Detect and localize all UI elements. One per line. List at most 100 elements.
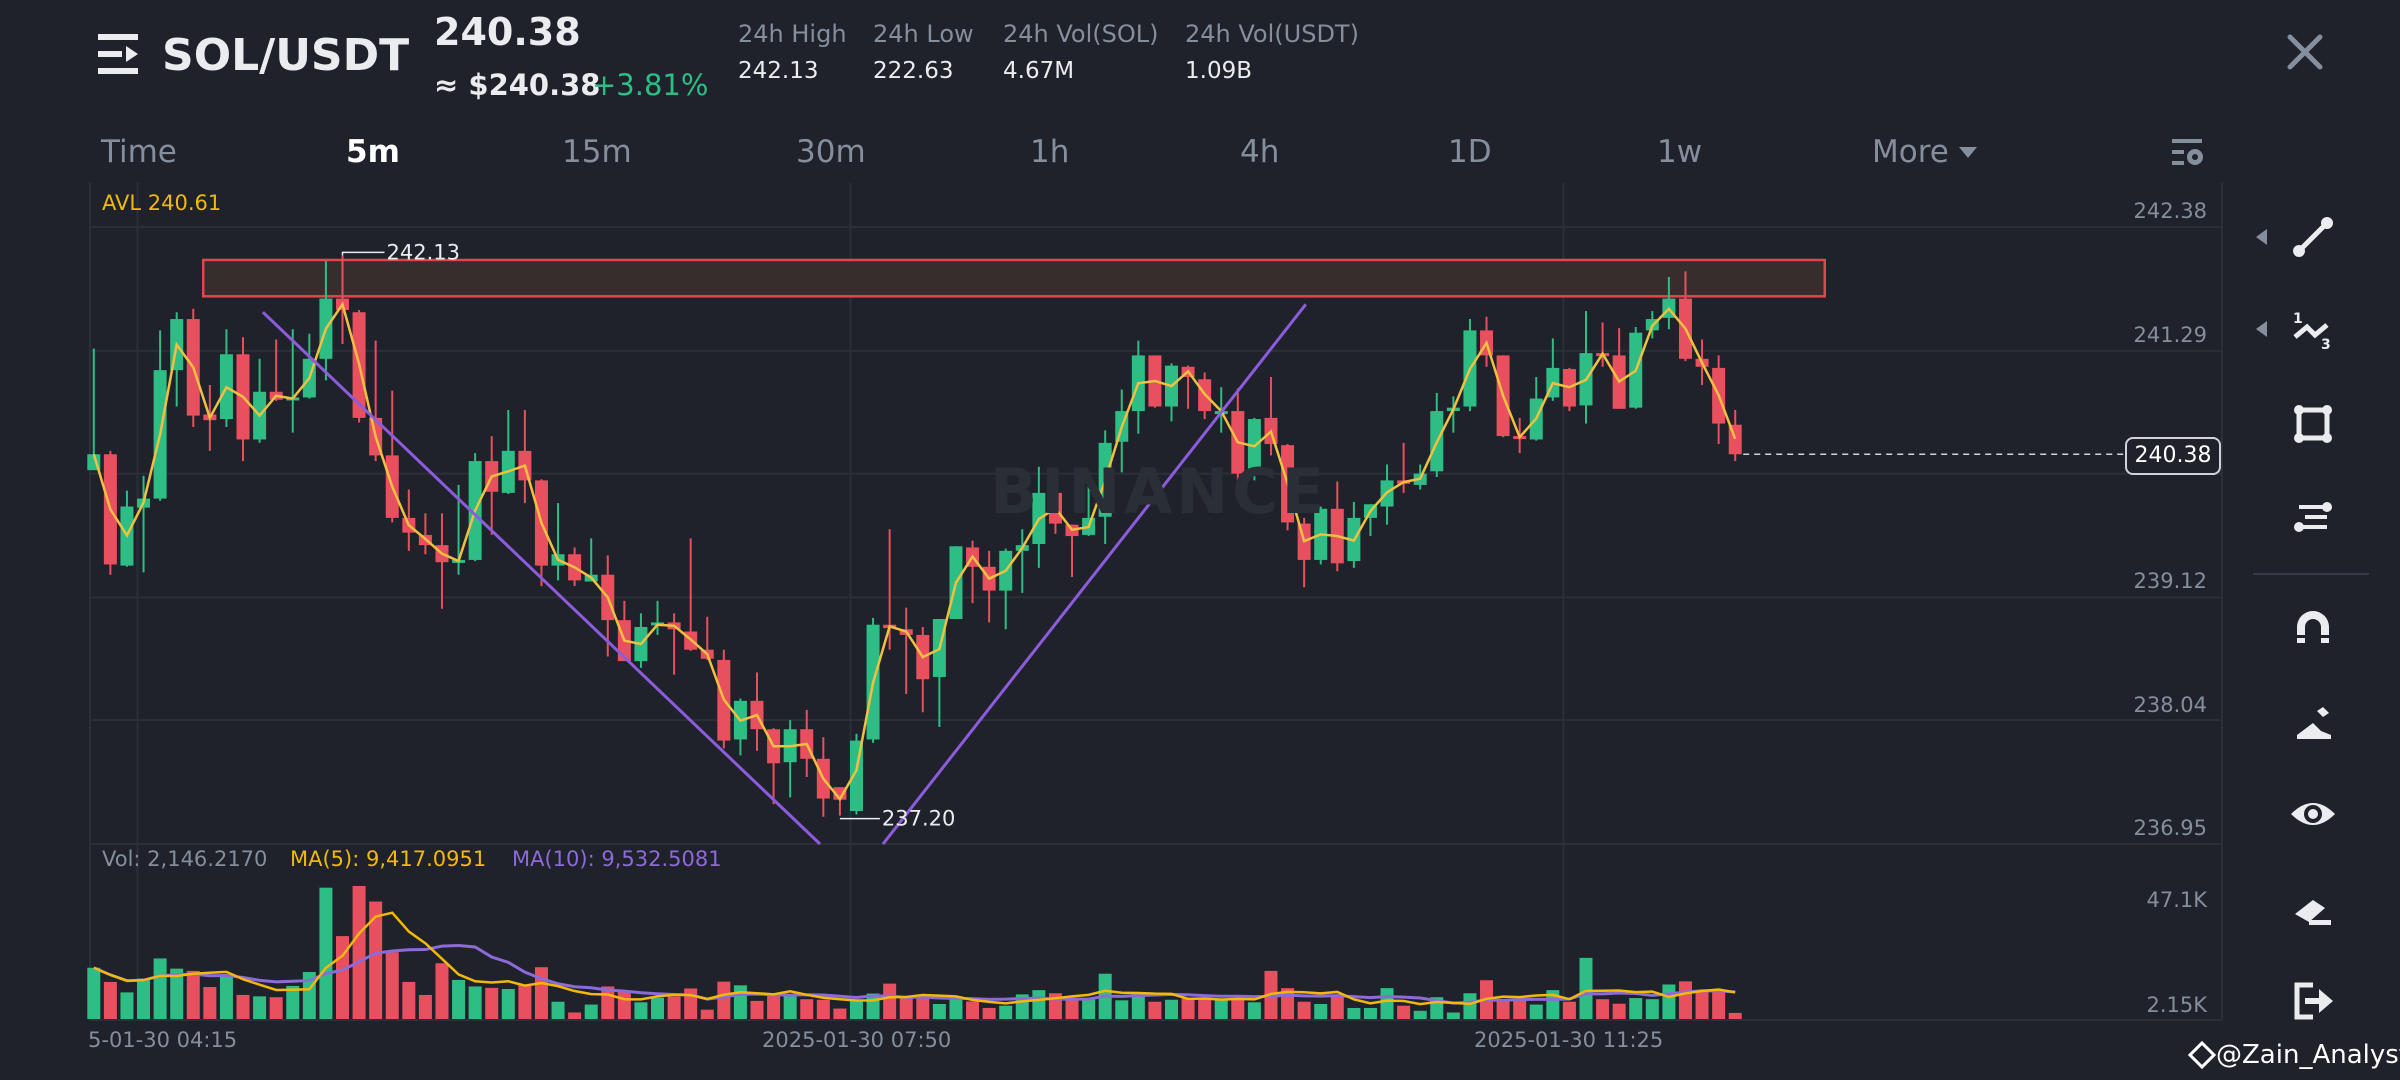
volume-bar xyxy=(534,967,548,1019)
volume-tick: 2.15K xyxy=(2146,993,2207,1017)
exit-icon xyxy=(2294,982,2333,1020)
volume-bar xyxy=(1115,1000,1129,1019)
volume-bar xyxy=(319,887,333,1019)
tab-1h[interactable]: 1h xyxy=(1030,134,1070,170)
tab-1d[interactable]: 1D xyxy=(1448,134,1492,170)
volume-label: Vol: 2,146.2170 xyxy=(102,847,268,871)
volume-bar xyxy=(916,998,930,1019)
chart-settings-button[interactable] xyxy=(2170,136,2206,168)
volume-bar xyxy=(1513,999,1527,1019)
volume-bar xyxy=(750,1000,764,1019)
volume-bar xyxy=(949,997,963,1019)
volume-bar xyxy=(1662,984,1676,1019)
volume-bar xyxy=(800,999,814,1019)
volume-bar xyxy=(833,1008,847,1019)
volume-bar xyxy=(667,996,681,1019)
price-average-line xyxy=(92,301,1737,802)
stat-24h-high-value: 242.13 xyxy=(738,58,819,84)
eraser-tool[interactable] xyxy=(2285,880,2341,936)
tab-1w[interactable]: 1w xyxy=(1657,134,1703,170)
resistance-zone xyxy=(201,258,1827,298)
volume-bar xyxy=(1728,1012,1742,1019)
volume-bar xyxy=(1231,998,1245,1019)
trend-line-icon xyxy=(2293,217,2333,257)
volume-ma10-label: MA(10): 9,532.5081 xyxy=(512,847,722,871)
trendline xyxy=(261,311,822,846)
volume-bar xyxy=(485,987,499,1019)
stat-24h-vol-usdt-value: 1.09B xyxy=(1185,58,1252,84)
exit-tool[interactable] xyxy=(2285,973,2341,1029)
tab-5m[interactable]: 5m xyxy=(346,134,400,170)
menu-button[interactable] xyxy=(96,32,142,76)
tab-4h[interactable]: 4h xyxy=(1240,134,1280,170)
volume-bar xyxy=(269,997,283,1019)
volume-bar xyxy=(1247,1002,1261,1019)
volume-bar xyxy=(1397,1005,1411,1019)
tab-time[interactable]: Time xyxy=(101,134,177,170)
volume-bar xyxy=(1131,994,1145,1019)
fibonacci-icon: 13 xyxy=(2293,311,2331,351)
volume-bar xyxy=(203,987,217,1019)
volume-bar xyxy=(1181,998,1195,1019)
volume-bar xyxy=(501,989,515,1019)
parallel-channel-icon xyxy=(2294,502,2332,532)
volume-bar xyxy=(783,994,797,1019)
volume-bar xyxy=(717,981,731,1019)
approx-usd-price: ≈ $240.38 xyxy=(434,68,601,102)
volume-bar xyxy=(137,978,151,1019)
volume-bar xyxy=(1082,998,1096,1019)
parallel-channel-tool[interactable] xyxy=(2285,489,2341,545)
trendline xyxy=(881,303,1307,845)
trend-line-tool[interactable] xyxy=(2285,209,2341,265)
volume-bar xyxy=(1596,999,1610,1019)
tab-30m[interactable]: 30m xyxy=(796,134,866,170)
menu-icon xyxy=(98,34,138,74)
visibility-tool[interactable] xyxy=(2285,786,2341,842)
volume-bar xyxy=(1148,1001,1162,1019)
volume-bar xyxy=(1314,1004,1328,1019)
stat-24h-vol-usdt-label: 24h Vol(USDT) xyxy=(1185,20,1359,48)
volume-bar xyxy=(1363,1007,1377,1019)
tab-more-label: More xyxy=(1872,134,1949,170)
volume-bar xyxy=(352,885,366,1019)
volume-bar xyxy=(186,970,200,1019)
volume-bar xyxy=(103,981,117,1019)
rectangle-tool[interactable] xyxy=(2285,396,2341,452)
pair-title[interactable]: SOL/USDT xyxy=(162,30,410,81)
volume-bar xyxy=(999,1005,1013,1019)
volume-bar xyxy=(1562,1001,1576,1019)
volume-bar xyxy=(1413,1010,1427,1019)
volume-ma5-line xyxy=(93,911,1736,1006)
magnet-tool[interactable] xyxy=(2285,599,2341,655)
volume-bar xyxy=(1612,1003,1626,1019)
time-tick: 5-01-30 04:15 xyxy=(88,1028,238,1052)
close-button[interactable] xyxy=(2285,32,2325,72)
volume-bar xyxy=(1579,957,1593,1019)
credit-watermark: @Zain_Analyst xyxy=(2187,1040,2400,1070)
toolbar-divider xyxy=(2253,573,2369,575)
volume-bar xyxy=(1297,1001,1311,1019)
volume-bar xyxy=(452,979,466,1019)
binance-logo-icon xyxy=(2187,1040,2217,1070)
tab-15m[interactable]: 15m xyxy=(562,134,632,170)
volume-bar xyxy=(816,999,830,1019)
volume-bar xyxy=(518,984,532,1019)
volume-bar xyxy=(1214,999,1228,1019)
volume-bar xyxy=(1546,990,1560,1019)
volume-bar xyxy=(551,1001,565,1019)
tab-more[interactable]: More xyxy=(1872,134,1977,170)
volume-bar xyxy=(568,1012,582,1019)
expand-arrow-icon[interactable] xyxy=(2256,321,2267,337)
volume-bar xyxy=(87,967,101,1019)
volume-bar xyxy=(1712,990,1726,1019)
draw-tool[interactable] xyxy=(2285,693,2341,749)
time-tick: 2025-01-30 07:50 xyxy=(762,1028,952,1052)
volume-bar xyxy=(767,994,781,1019)
volume-bar xyxy=(883,983,897,1019)
stat-24h-high-label: 24h High xyxy=(738,20,847,48)
expand-arrow-icon[interactable] xyxy=(2256,229,2267,245)
time-tick: 2025-01-30 11:25 xyxy=(1474,1028,1664,1052)
volume-bar xyxy=(1629,998,1643,1019)
